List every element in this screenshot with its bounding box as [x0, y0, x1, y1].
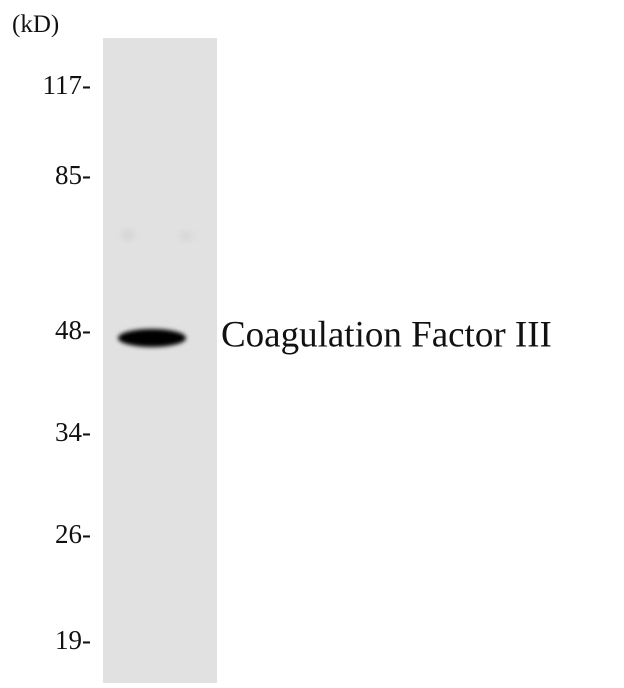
faint-spot [180, 232, 192, 240]
band [118, 329, 186, 347]
marker-label: 26- [55, 519, 91, 549]
page: {"unit_label": "(kD)", "markers": ["117-… [0, 0, 624, 683]
blot-figure: (kD) 117- 85- 48- 34- 26- 19- Coagulatio… [0, 0, 624, 683]
marker-label: 19- [55, 625, 91, 655]
marker-label: 34- [55, 417, 91, 447]
unit-label: (kD) [12, 11, 59, 38]
faint-spot [122, 231, 134, 239]
band-label: Coagulation Factor III [221, 314, 552, 355]
lane [103, 38, 217, 683]
marker-label: 85- [55, 160, 91, 190]
marker-label: 48- [55, 315, 91, 345]
marker-label: 117- [43, 70, 92, 100]
